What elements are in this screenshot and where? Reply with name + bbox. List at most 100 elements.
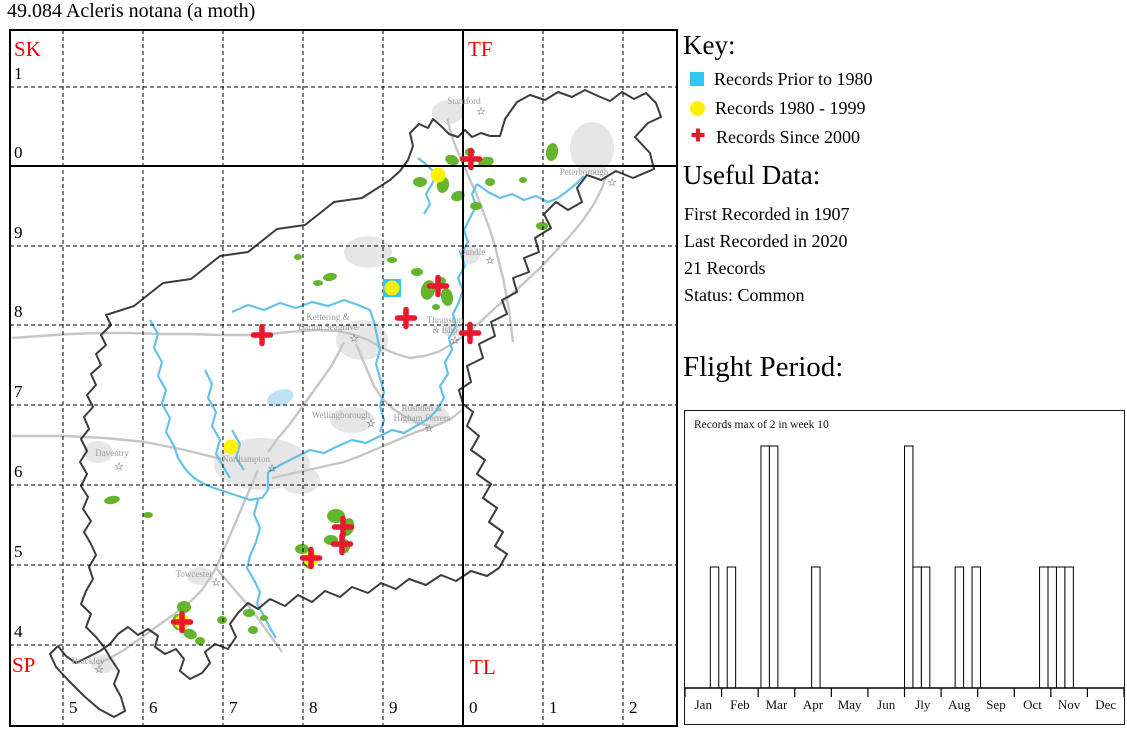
flight-axis-labels: Jan Feb Mar Apr May Jun Jly Aug Sep Oct Nov Dec <box>684 688 1125 712</box>
town-star-icon: ☆ <box>485 255 495 267</box>
grid-col-label: 9 <box>389 698 398 717</box>
town-star-icon: ☆ <box>211 577 221 589</box>
key-item-label: Records 1980 - 1999 <box>715 97 866 118</box>
town-star-icon: ☆ <box>114 461 124 473</box>
urban-area <box>83 441 113 463</box>
useful-data-line: First Recorded in 1907 <box>684 204 850 224</box>
useful-data-heading: Useful Data: <box>683 160 821 190</box>
grid-row-label: 5 <box>14 542 23 561</box>
town-label: Peterborough <box>560 167 609 177</box>
grid-square-label: SK <box>14 37 41 61</box>
town-label: Kettering & Barton Seagrave <box>298 312 358 332</box>
river <box>476 175 585 204</box>
month-label: May <box>838 697 862 712</box>
month-label: Dec <box>1095 697 1116 712</box>
flight-bar <box>811 566 821 689</box>
county-boundary <box>49 89 662 718</box>
map-frame <box>9 29 678 727</box>
useful-data-line: Last Recorded in 2020 <box>684 231 848 251</box>
river <box>231 298 386 433</box>
woodland <box>440 288 454 306</box>
woodland <box>104 495 120 505</box>
key-item-label: Records Since 2000 <box>716 126 860 147</box>
road <box>445 117 515 343</box>
woodland <box>217 616 227 624</box>
record-marker-cross <box>426 274 450 298</box>
town-star-icon: ☆ <box>94 664 104 676</box>
town-label: Northampton <box>222 454 270 464</box>
grid-row-label: 4 <box>14 622 23 641</box>
record-marker-cross <box>394 306 418 330</box>
river <box>149 319 270 502</box>
key-item-1980-1999: Records 1980 - 1999 <box>690 97 865 119</box>
woodland <box>545 143 559 161</box>
woodland <box>445 154 459 166</box>
woodland <box>485 178 495 186</box>
record-markers <box>170 147 483 634</box>
woodland <box>411 268 423 276</box>
town-label: Stamford <box>447 96 481 106</box>
road <box>11 328 466 360</box>
grid-row-label: 9 <box>14 223 23 242</box>
woodland <box>294 254 302 260</box>
useful-data-line: 21 Records <box>684 258 766 278</box>
woodland <box>470 202 482 210</box>
month-label: Nov <box>1058 697 1081 712</box>
record-marker-cross <box>170 610 194 634</box>
key-item-prior-1980: Records Prior to 1980 <box>690 68 872 90</box>
urban-area <box>432 100 464 124</box>
flight-bar <box>912 566 922 689</box>
woodland <box>519 177 527 183</box>
flight-bar <box>954 566 965 689</box>
grid-col-label: 7 <box>229 698 238 717</box>
key-item-label: Records Prior to 1980 <box>714 68 873 89</box>
key-heading: Key: <box>683 30 736 60</box>
page-title: 49.084 Acleris notana (a moth) <box>7 0 256 22</box>
record-marker-cross <box>331 515 355 539</box>
town-star-icon: ☆ <box>267 463 277 475</box>
flight-period-chart: Records max of 2 in week 10 Jan Feb Mar Apr M… <box>684 410 1125 725</box>
river <box>204 369 231 479</box>
grid-lines <box>10 30 677 726</box>
woodland <box>143 512 153 518</box>
grid-col-label: 1 <box>549 698 558 717</box>
road <box>12 434 226 462</box>
map-frame <box>9 29 678 727</box>
flight-bar <box>1055 566 1066 689</box>
flight-bar <box>709 566 720 689</box>
urban-area <box>460 246 480 264</box>
grid-col-label: 2 <box>629 698 638 717</box>
urban-area <box>187 567 213 585</box>
record-marker-circle <box>430 167 446 183</box>
flight-bar <box>1064 566 1074 689</box>
woodland <box>313 280 323 286</box>
road <box>464 175 608 336</box>
urban-area <box>570 122 614 174</box>
town-label: Towcester <box>176 569 213 579</box>
flight-bar <box>768 445 779 689</box>
town-star-icon: ☆ <box>366 418 376 430</box>
flight-period-heading: Flight Period: <box>683 351 844 383</box>
flight-chart-svg: Records max of 2 in week 10 Jan Feb Mar Apr M… <box>684 419 1125 712</box>
grid-row-label: 1 <box>14 64 23 83</box>
town-label: Daventry <box>95 448 129 458</box>
grid-row-label: 6 <box>14 462 23 481</box>
woodland <box>260 615 268 621</box>
woodland <box>243 609 255 617</box>
record-marker-circle <box>384 280 400 296</box>
square-icon <box>690 72 704 86</box>
useful-data-line: Status: Common <box>684 285 805 305</box>
flight-bar <box>1047 566 1057 689</box>
grid-square-label: TL <box>470 655 496 679</box>
town-label: Thrapston & Islip <box>427 315 464 335</box>
town-label: Brackley <box>72 656 105 666</box>
urban-area <box>344 236 392 268</box>
grid-square-label: SP <box>12 653 35 677</box>
key-item-since-2000: Records Since 2000 <box>690 126 860 148</box>
county-boundary <box>49 89 662 718</box>
woodland <box>177 601 191 613</box>
month-label: Oct <box>1023 697 1042 712</box>
flight-bars <box>709 445 1074 689</box>
urban-area <box>280 466 320 494</box>
